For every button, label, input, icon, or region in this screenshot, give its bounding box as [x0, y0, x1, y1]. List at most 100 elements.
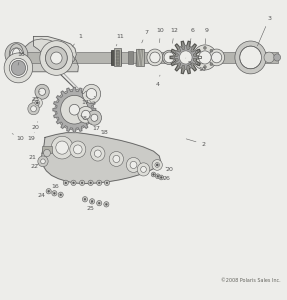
Circle shape: [60, 194, 61, 196]
Circle shape: [58, 192, 63, 197]
Circle shape: [153, 174, 154, 176]
Circle shape: [52, 190, 57, 196]
Text: 18: 18: [100, 130, 108, 135]
Circle shape: [104, 202, 109, 207]
Circle shape: [212, 52, 222, 63]
Circle shape: [81, 182, 83, 184]
Circle shape: [137, 163, 150, 176]
Text: 24: 24: [37, 192, 49, 198]
Text: 12: 12: [170, 28, 178, 43]
Circle shape: [71, 180, 76, 185]
Circle shape: [164, 52, 174, 63]
Circle shape: [109, 152, 123, 166]
Circle shape: [39, 88, 46, 95]
Circle shape: [106, 182, 108, 184]
Circle shape: [104, 180, 110, 185]
Circle shape: [97, 200, 102, 206]
Circle shape: [79, 180, 85, 185]
Circle shape: [203, 65, 206, 68]
Circle shape: [51, 136, 73, 159]
Text: 25: 25: [87, 201, 95, 211]
Circle shape: [197, 49, 200, 52]
Text: 20: 20: [165, 167, 173, 172]
Circle shape: [46, 188, 51, 194]
Circle shape: [152, 160, 162, 170]
Circle shape: [179, 51, 192, 64]
Text: 16: 16: [52, 183, 66, 189]
Circle shape: [88, 180, 93, 185]
Circle shape: [82, 196, 88, 202]
Polygon shape: [53, 87, 96, 132]
Circle shape: [82, 84, 101, 104]
Circle shape: [126, 158, 141, 172]
Circle shape: [41, 159, 45, 164]
FancyBboxPatch shape: [116, 50, 119, 65]
Circle shape: [55, 89, 94, 130]
Circle shape: [162, 50, 176, 64]
Circle shape: [5, 43, 28, 66]
Circle shape: [147, 49, 163, 66]
Circle shape: [94, 150, 101, 157]
Circle shape: [28, 103, 39, 115]
Text: 17: 17: [81, 96, 95, 105]
Polygon shape: [174, 46, 197, 69]
Circle shape: [150, 52, 160, 63]
Circle shape: [193, 45, 217, 70]
Text: 6: 6: [190, 28, 195, 44]
Circle shape: [141, 167, 146, 172]
Text: 9: 9: [204, 28, 208, 44]
Text: 8: 8: [81, 116, 87, 121]
FancyBboxPatch shape: [135, 49, 144, 66]
Circle shape: [63, 180, 68, 185]
Circle shape: [91, 114, 98, 121]
Circle shape: [87, 110, 102, 125]
Circle shape: [235, 41, 266, 74]
Circle shape: [4, 53, 33, 83]
Polygon shape: [13, 39, 78, 72]
Circle shape: [213, 56, 216, 59]
Circle shape: [156, 174, 160, 179]
Circle shape: [69, 104, 79, 115]
Circle shape: [40, 41, 73, 75]
Text: 4: 4: [156, 75, 160, 87]
Text: 7: 7: [142, 29, 148, 43]
Circle shape: [130, 161, 137, 169]
Circle shape: [46, 47, 67, 69]
Circle shape: [44, 149, 51, 157]
Circle shape: [106, 203, 107, 205]
FancyBboxPatch shape: [21, 52, 278, 63]
Text: 10: 10: [157, 28, 164, 43]
Circle shape: [210, 49, 213, 52]
Polygon shape: [170, 41, 201, 74]
Text: 10: 10: [12, 134, 24, 141]
Polygon shape: [34, 37, 76, 67]
Circle shape: [35, 84, 49, 99]
Text: 17: 17: [92, 123, 100, 131]
Ellipse shape: [9, 44, 24, 65]
Circle shape: [155, 163, 160, 167]
Circle shape: [78, 106, 94, 123]
Ellipse shape: [12, 48, 20, 61]
Circle shape: [56, 141, 68, 154]
Text: 26: 26: [162, 176, 170, 181]
Text: 5: 5: [186, 58, 191, 66]
Circle shape: [46, 47, 67, 69]
Text: ©2008 Polaris Sales Inc.: ©2008 Polaris Sales Inc.: [221, 278, 281, 283]
Text: 11: 11: [116, 34, 125, 46]
Circle shape: [98, 182, 100, 184]
Circle shape: [274, 54, 281, 61]
Text: 10: 10: [198, 63, 206, 72]
Circle shape: [10, 48, 23, 61]
Circle shape: [151, 172, 156, 177]
Circle shape: [210, 63, 213, 66]
Circle shape: [69, 104, 79, 115]
Circle shape: [31, 106, 36, 112]
Circle shape: [264, 52, 274, 63]
Circle shape: [97, 180, 102, 185]
Circle shape: [32, 98, 42, 108]
Circle shape: [73, 145, 82, 154]
Circle shape: [48, 190, 50, 192]
FancyBboxPatch shape: [42, 146, 52, 153]
Circle shape: [84, 198, 86, 200]
Circle shape: [199, 51, 211, 64]
